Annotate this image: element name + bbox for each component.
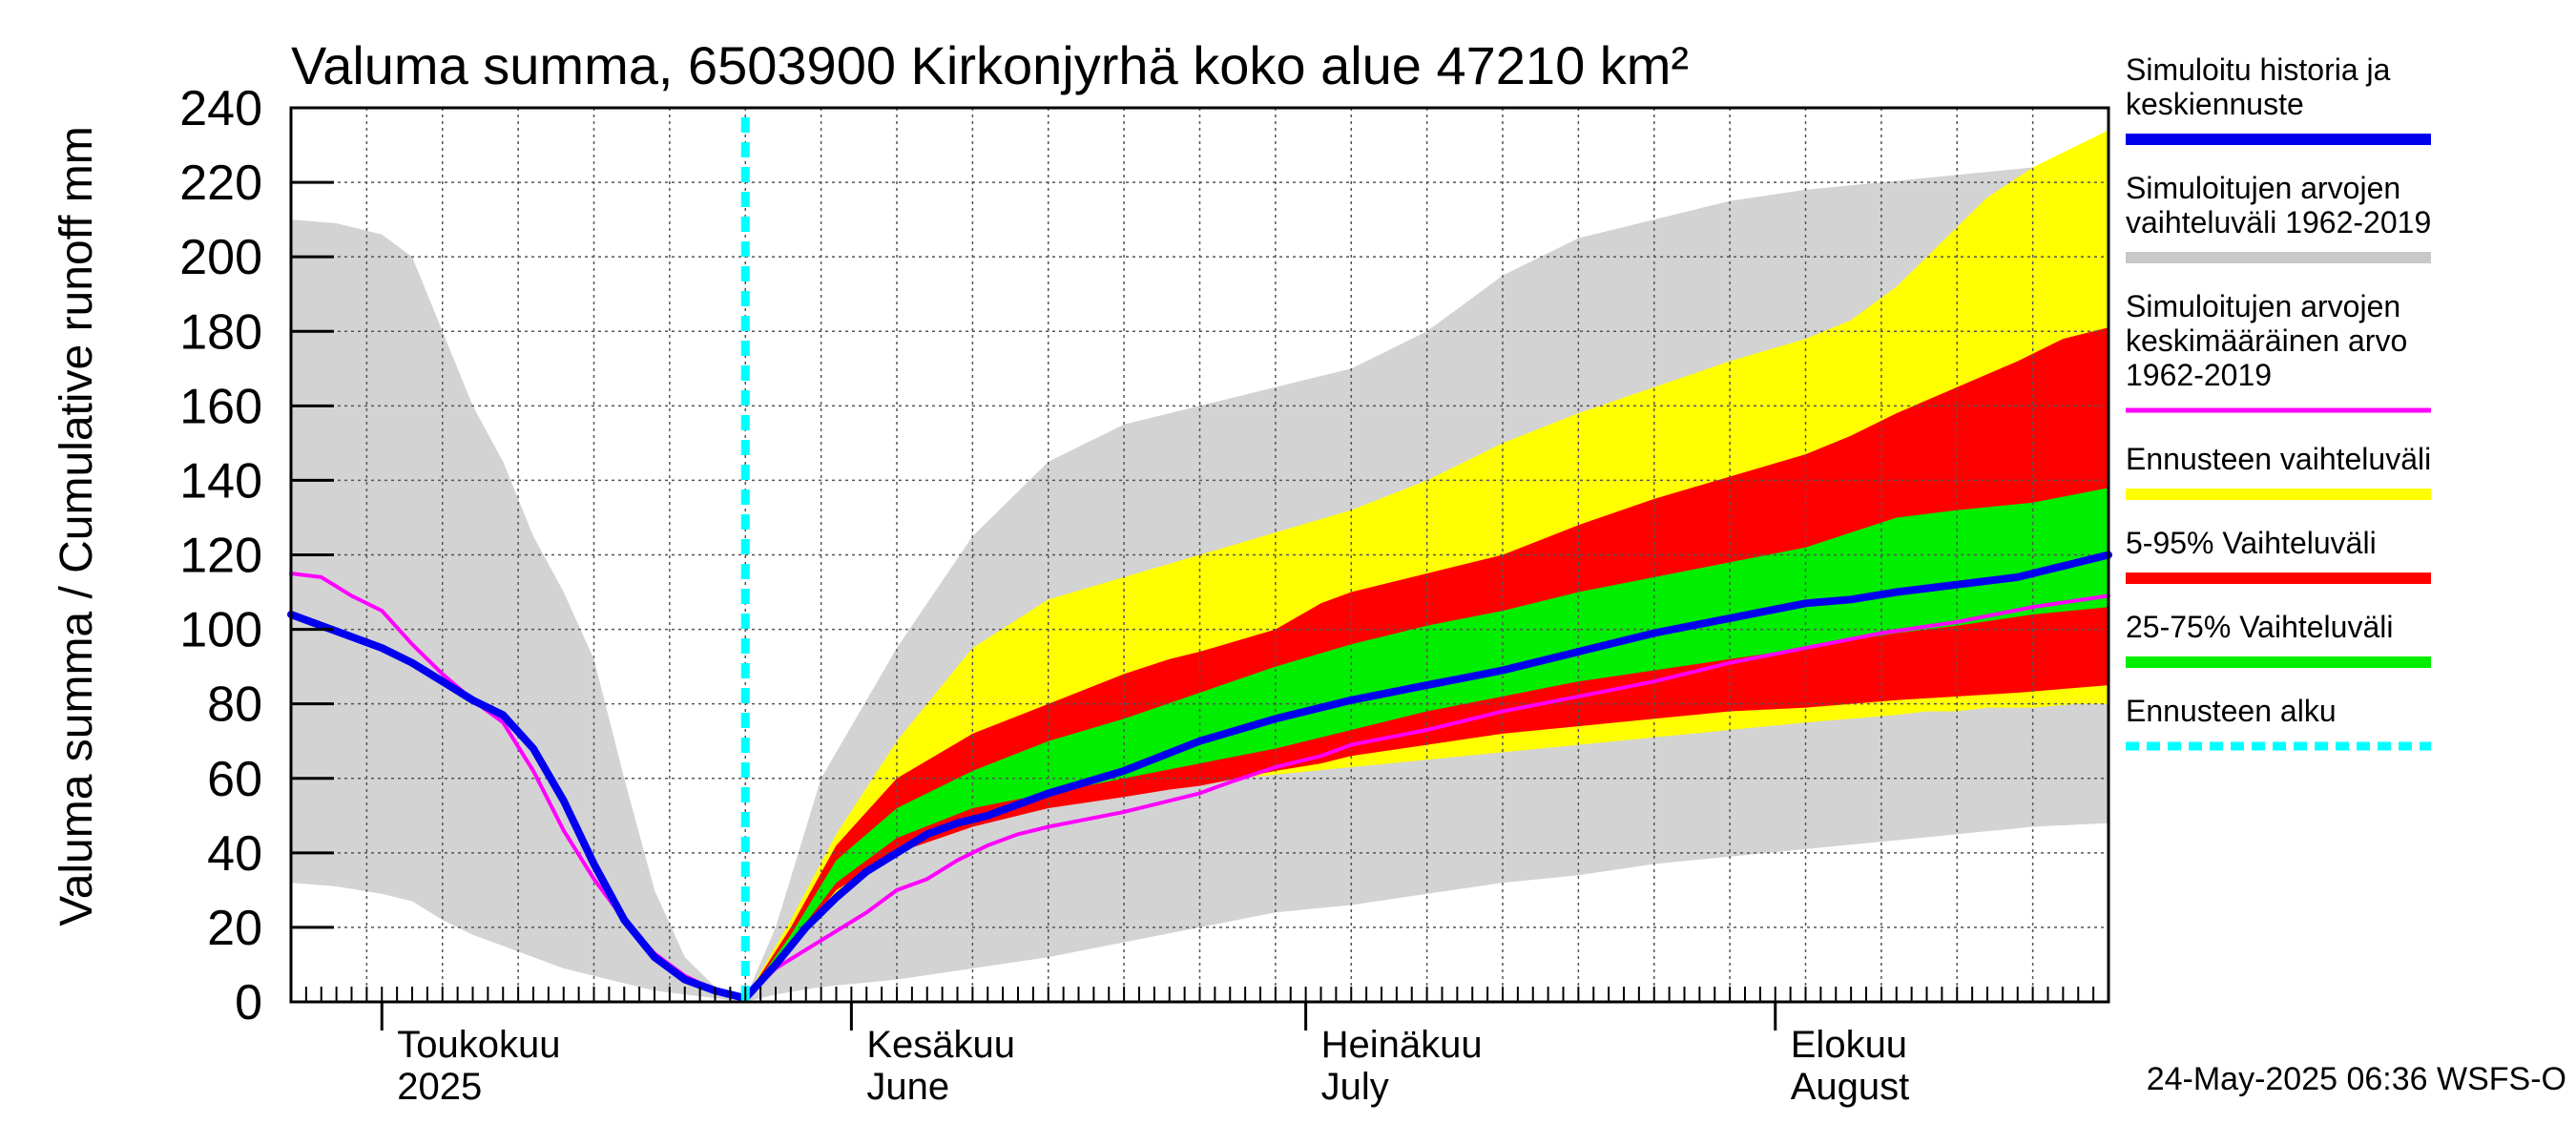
legend-label: 1962-2019 [2126,358,2272,392]
month-label: Heinäkuu [1321,1024,1483,1066]
y-tick-label: 220 [179,156,262,211]
y-tick-label: 100 [179,603,262,658]
legend-label: Simuloitu historia ja [2126,52,2391,87]
legend-label: vaihteluväli 1962-2019 [2126,205,2431,239]
y-tick-label: 160 [179,379,262,434]
month-sublabel: August [1791,1066,1910,1108]
y-tick-label: 120 [179,529,262,584]
legend-label: 25-75% Vaihteluväli [2126,610,2393,644]
band-3 [745,488,2109,1002]
series-line-5 [287,551,2112,1003]
y-tick-label: 0 [235,975,262,1030]
month-sublabel: June [866,1066,949,1108]
y-axis-label: Valuma summa / Cumulative runoff mm [52,126,102,926]
legend-label: keskiennuste [2126,87,2304,121]
y-tick-label: 80 [207,677,262,733]
y-tick-label: 180 [179,304,262,360]
month-sublabel: July [1321,1066,1389,1108]
series-line-4 [289,572,2110,1001]
y-tick-label: 240 [179,81,262,136]
y-tick-label: 200 [179,230,262,285]
month-label: Elokuu [1791,1024,1907,1066]
legend-label: Simuloitujen arvojen [2126,289,2400,323]
month-label: Kesäkuu [866,1024,1015,1066]
grid-layer [291,108,2109,1002]
axis-layer: 0 20 40 60 80 100 120 140 160 180 200 220 240 Toukoku… [179,81,2110,1108]
legend-label: Simuloitujen arvojen [2126,171,2400,205]
legend-label: Ennusteen vaihteluväli [2126,442,2431,476]
chart-title: Valuma summa, 6503900 Kirkonjyrhä koko a… [291,35,1689,95]
lines-layer [287,117,2112,1003]
y-tick-label: 40 [207,826,262,882]
y-tick-label: 140 [179,453,262,509]
legend-label: 5-95% Vaihteluväli [2126,526,2377,560]
footer-timestamp: 24-May-2025 06:36 WSFS-O [2147,1061,2566,1097]
legend-label: Ennusteen alku [2126,694,2337,728]
month-sublabel: 2025 [397,1066,482,1108]
legend-label: keskimääräinen arvo [2126,323,2407,358]
y-tick-label: 60 [207,752,262,807]
y-tick-label: 20 [207,901,262,956]
month-label: Toukokuu [397,1024,560,1066]
